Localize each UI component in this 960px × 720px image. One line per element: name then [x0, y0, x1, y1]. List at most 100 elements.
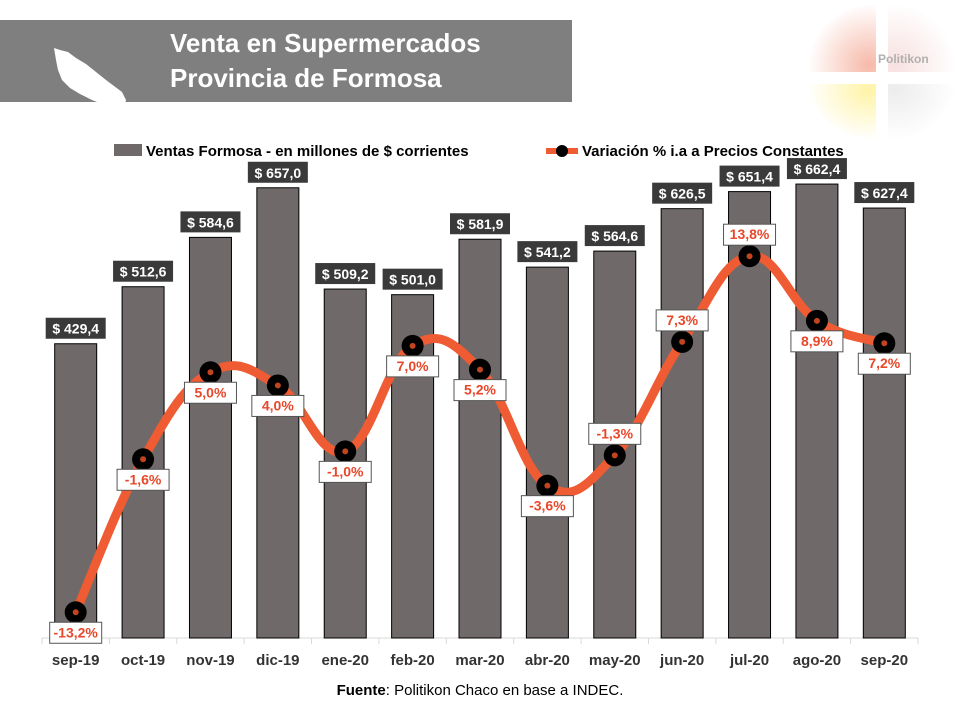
logo-text: Politikon	[878, 52, 929, 66]
bar-sep-20	[862, 207, 906, 639]
legend-bar-swatch	[114, 144, 142, 156]
legend-bar-label: Ventas Formosa - en millones de $ corrie…	[146, 143, 469, 160]
bar-value-label: $ 584,6	[187, 214, 234, 230]
bar-label-box	[517, 241, 578, 263]
variation-value-label: 5,2%	[464, 382, 496, 398]
variation-value-label: -13,2%	[54, 624, 99, 640]
chart-legend: Ventas Formosa - en millones de $ corrie…	[114, 143, 844, 160]
source-label: Fuente	[336, 682, 386, 699]
variation-value-label: 7,3%	[666, 312, 698, 328]
bar-label-box	[180, 211, 241, 233]
x-tick-label: sep-20	[861, 652, 909, 669]
x-tick-label: jun-20	[659, 652, 704, 669]
bar-value-label: $ 651,4	[726, 169, 773, 185]
variation-marker-dot	[679, 338, 686, 345]
variation-marker-dot	[274, 382, 281, 389]
variation-label-box	[318, 460, 372, 483]
legend-line-marker	[556, 145, 568, 157]
variation-value-label: 4,0%	[262, 397, 294, 413]
variation-label-box	[857, 352, 911, 375]
x-tick-label: mar-20	[455, 652, 504, 669]
variation-label-box	[723, 223, 777, 246]
politikon-logo-icon	[808, 4, 956, 140]
variation-label-box	[251, 394, 305, 417]
variation-label-box	[386, 355, 440, 378]
bar-label-box	[652, 182, 713, 204]
variation-value-label: 7,0%	[397, 358, 429, 374]
x-tick-label: sep-19	[52, 652, 100, 669]
chart-title-line-1: Venta en Supermercados	[170, 28, 481, 58]
variation-value-label: 7,2%	[868, 355, 900, 371]
variation-marker-dot	[477, 366, 483, 373]
bar-value-label: $ 581,9	[457, 216, 504, 232]
variation-marker-dot	[342, 448, 349, 455]
bar-value-label: $ 662,4	[794, 161, 841, 177]
variation-label-box	[790, 330, 844, 353]
bar-label-box	[382, 268, 443, 290]
bar-label-box	[450, 213, 510, 235]
x-tick-label: abr-20	[525, 652, 570, 669]
chart-title-line-2: Provincia de Formosa	[170, 63, 442, 93]
variation-value-label: -3,6%	[529, 498, 566, 514]
bars-group	[54, 183, 906, 639]
markers-group	[64, 245, 896, 624]
source-text: : Politikon Chaco en base a INDEC.	[385, 682, 624, 699]
chart: Ventas Formosa - en millones de $ corrie…	[41, 143, 919, 669]
bar-value-label: $ 512,6	[120, 264, 167, 280]
variation-label-box	[453, 379, 507, 402]
bar-nov-19	[188, 236, 232, 639]
bar-value-label: $ 509,2	[322, 266, 369, 282]
bar-abr-20	[525, 266, 569, 639]
variation-marker-dot	[409, 342, 416, 349]
x-tick-label: may-20	[589, 652, 641, 669]
variation-marker-dot	[611, 452, 618, 459]
x-tick-label: oct-19	[121, 652, 165, 669]
variation-label-box	[655, 309, 709, 332]
x-axis-labels: sep-19 oct-19 nov-19 dic-19 ene-20 feb-20 mar-…	[52, 652, 908, 669]
variation-marker-dot	[140, 456, 147, 463]
variation-label-box	[588, 422, 642, 445]
variation-value-label: 13,8%	[730, 226, 770, 242]
bar-label-box	[854, 182, 915, 204]
variation-value-label: -1,3%	[596, 425, 633, 441]
bar-value-label: $ 564,6	[591, 228, 638, 244]
variation-marker-dot	[544, 482, 551, 489]
bar-label-box	[315, 263, 376, 285]
variation-label-box	[116, 468, 170, 491]
variation-value-label: 8,9%	[801, 333, 833, 349]
bar-labels-group: $ 429,4 $ 512,6 $ 584,6 $ 657,0 $ 509,2 $ 501…	[45, 158, 915, 339]
bar-ago-20	[795, 183, 839, 639]
bar-value-label: $ 627,4	[861, 185, 908, 201]
legend-line-label: Variación % i.a a Precios Constantes	[582, 143, 844, 160]
variation-label-box	[520, 495, 574, 518]
bar-label-box	[786, 158, 847, 180]
variation-marker-dot	[207, 369, 214, 376]
variation-value-label: -1,6%	[125, 471, 162, 487]
variation-label-box	[183, 381, 237, 404]
bar-label-box	[247, 161, 308, 183]
bar-label-box	[45, 317, 106, 339]
x-axis-ticks	[41, 638, 919, 644]
bar-mar-20	[458, 238, 502, 639]
bar-jun-20	[660, 208, 704, 639]
source-note: Fuente: Politikon Chaco en base a INDEC.	[0, 682, 960, 699]
bar-value-label: $ 657,0	[254, 165, 301, 181]
variation-value-label: -1,0%	[327, 463, 364, 479]
bar-value-label: $ 501,0	[389, 272, 436, 288]
variation-marker-dot	[813, 317, 820, 324]
bar-value-label: $ 541,2	[524, 244, 571, 260]
x-tick-label: ago-20	[793, 652, 841, 669]
bar-value-label: $ 626,5	[659, 186, 706, 202]
x-tick-label: jul-20	[729, 652, 769, 669]
variation-label-box	[49, 621, 103, 644]
bar-label-box	[584, 225, 645, 247]
x-tick-label: nov-19	[186, 652, 234, 669]
header-band	[0, 20, 572, 114]
variation-marker-dot	[72, 609, 79, 616]
bar-sep-19	[54, 343, 98, 639]
line-labels-group: -13,2% -1,6% 5,0% 4,0% -1,0% 7,0% 5,2% -3,6% -1,…	[49, 223, 911, 644]
x-tick-label: ene-20	[321, 652, 369, 669]
x-tick-label: feb-20	[391, 652, 435, 669]
bar-label-box	[719, 165, 780, 187]
variation-marker-dot	[881, 340, 888, 347]
